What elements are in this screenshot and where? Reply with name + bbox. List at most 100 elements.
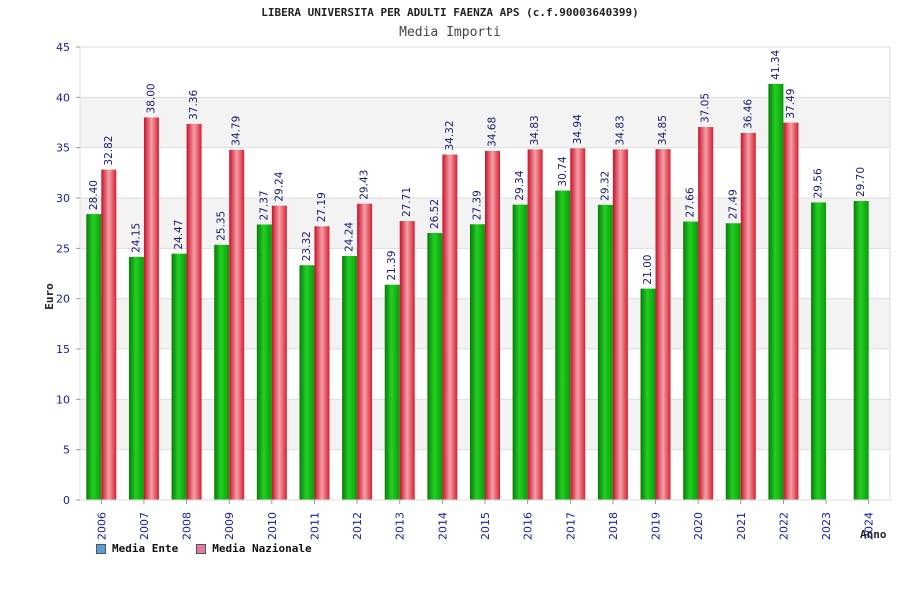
data-label: 24.47 bbox=[173, 220, 185, 250]
bar-media-ente bbox=[811, 202, 827, 501]
bar-media-nazionale bbox=[783, 122, 799, 500]
bar-media-nazionale bbox=[101, 169, 117, 500]
bar-media-ente bbox=[299, 265, 315, 500]
data-label: 34.94 bbox=[572, 114, 584, 144]
legend: Media Ente Media Nazionale bbox=[96, 542, 312, 555]
data-label: 27.39 bbox=[472, 190, 484, 220]
bar-media-nazionale bbox=[186, 123, 202, 500]
bar-media-nazionale bbox=[143, 117, 159, 500]
x-axis-label: Anno bbox=[860, 528, 887, 541]
legend-item-media-nazionale: Media Nazionale bbox=[196, 542, 312, 555]
chart-title: LIBERA UNIVERSITA PER ADULTI FAENZA APS … bbox=[261, 6, 639, 19]
x-tick-label: 2023 bbox=[820, 512, 833, 540]
bar-media-ente bbox=[725, 223, 741, 500]
legend-label-media-nazionale: Media Nazionale bbox=[212, 542, 312, 555]
data-label: 34.85 bbox=[657, 115, 669, 145]
x-tick-label: 2017 bbox=[564, 512, 577, 540]
legend-item-media-ente: Media Ente bbox=[96, 542, 178, 555]
data-label: 24.15 bbox=[130, 223, 142, 253]
data-label: 34.68 bbox=[487, 117, 499, 147]
legend-swatch-media-nazionale bbox=[196, 543, 207, 554]
bar-media-nazionale bbox=[698, 127, 714, 500]
bar-media-nazionale bbox=[442, 154, 458, 500]
x-tick-label: 2020 bbox=[692, 512, 705, 540]
bar-media-ente bbox=[86, 214, 102, 500]
bar-media-nazionale bbox=[314, 226, 330, 500]
x-tick-label: 2016 bbox=[522, 512, 535, 540]
data-label: 29.32 bbox=[599, 171, 611, 201]
legend-label-media-ente: Media Ente bbox=[112, 542, 179, 555]
x-tick-label: 2022 bbox=[777, 512, 790, 540]
y-tick-label: 40 bbox=[56, 91, 70, 104]
bar-media-ente bbox=[640, 288, 656, 500]
chart-subtitle: Media Importi bbox=[399, 25, 501, 40]
bar-media-ente bbox=[171, 253, 187, 500]
x-tick-label: 2011 bbox=[308, 512, 321, 540]
data-label: 27.71 bbox=[401, 187, 413, 217]
bar-media-ente bbox=[384, 284, 400, 500]
data-label: 29.43 bbox=[359, 170, 371, 200]
bar-media-nazionale bbox=[357, 203, 373, 500]
bar-media-ente bbox=[512, 204, 528, 501]
bar-media-ente bbox=[214, 244, 230, 500]
data-label: 26.52 bbox=[429, 199, 441, 229]
bar-media-ente bbox=[768, 83, 784, 501]
bar-media-ente bbox=[470, 224, 485, 501]
y-tick-label: 20 bbox=[56, 293, 70, 306]
data-label: 32.82 bbox=[103, 136, 115, 166]
bar-media-nazionale bbox=[399, 221, 415, 500]
bar-media-ente bbox=[683, 221, 699, 500]
x-tick-label: 2007 bbox=[138, 512, 151, 540]
data-label: 29.70 bbox=[855, 167, 867, 197]
x-tick-label: 2009 bbox=[223, 512, 236, 540]
data-label: 37.49 bbox=[785, 89, 797, 119]
data-label: 21.39 bbox=[386, 251, 398, 281]
bar-media-nazionale bbox=[485, 150, 500, 500]
y-axis-label: Euro bbox=[42, 283, 56, 310]
bar-media-nazionale bbox=[271, 205, 287, 500]
x-tick-label: 2015 bbox=[479, 512, 492, 540]
bar-media-ente bbox=[597, 204, 613, 500]
x-tick-label: 2008 bbox=[181, 512, 194, 540]
y-tick-label: 35 bbox=[56, 142, 70, 155]
x-tick-label: 2010 bbox=[266, 512, 279, 540]
bar-media-nazionale bbox=[570, 148, 586, 500]
data-label: 36.46 bbox=[742, 99, 754, 129]
bar-media-nazionale bbox=[527, 149, 543, 501]
data-label: 27.66 bbox=[685, 187, 697, 217]
x-tick-label: 2024 bbox=[863, 512, 876, 540]
data-label: 28.40 bbox=[88, 180, 100, 210]
data-label: 21.00 bbox=[642, 255, 654, 285]
data-label: 37.36 bbox=[188, 90, 200, 120]
data-label: 29.34 bbox=[514, 170, 526, 200]
x-tick-label: 2018 bbox=[607, 512, 620, 540]
data-label: 38.00 bbox=[145, 83, 157, 113]
data-label: 23.32 bbox=[301, 231, 313, 261]
data-label: 27.37 bbox=[258, 190, 270, 220]
bar-media-ente bbox=[555, 190, 571, 500]
data-label: 29.56 bbox=[813, 168, 825, 198]
y-tick-label: 25 bbox=[56, 242, 70, 255]
data-label: 30.74 bbox=[557, 156, 569, 186]
y-tick-label: 10 bbox=[56, 393, 70, 406]
y-tick-label: 0 bbox=[63, 494, 70, 507]
data-label: 34.83 bbox=[614, 115, 626, 145]
data-label: 25.35 bbox=[216, 211, 228, 241]
bar-media-ente bbox=[853, 201, 869, 500]
data-label: 34.83 bbox=[529, 115, 541, 145]
bar-media-ente bbox=[427, 233, 443, 501]
data-label: 34.79 bbox=[231, 116, 243, 146]
y-tick-label: 15 bbox=[56, 343, 70, 356]
data-label: 37.05 bbox=[700, 93, 712, 123]
data-label: 29.24 bbox=[273, 171, 285, 201]
x-tick-label: 2021 bbox=[735, 512, 748, 540]
x-tick-label: 2013 bbox=[394, 512, 407, 540]
bar-media-nazionale bbox=[612, 149, 628, 501]
y-tick-label: 5 bbox=[63, 444, 70, 457]
x-tick-label: 2006 bbox=[95, 512, 108, 540]
legend-swatch-media-ente bbox=[96, 543, 106, 554]
y-tick-label: 30 bbox=[56, 192, 70, 205]
bar-media-ente bbox=[256, 224, 272, 500]
data-label: 27.19 bbox=[316, 192, 328, 222]
